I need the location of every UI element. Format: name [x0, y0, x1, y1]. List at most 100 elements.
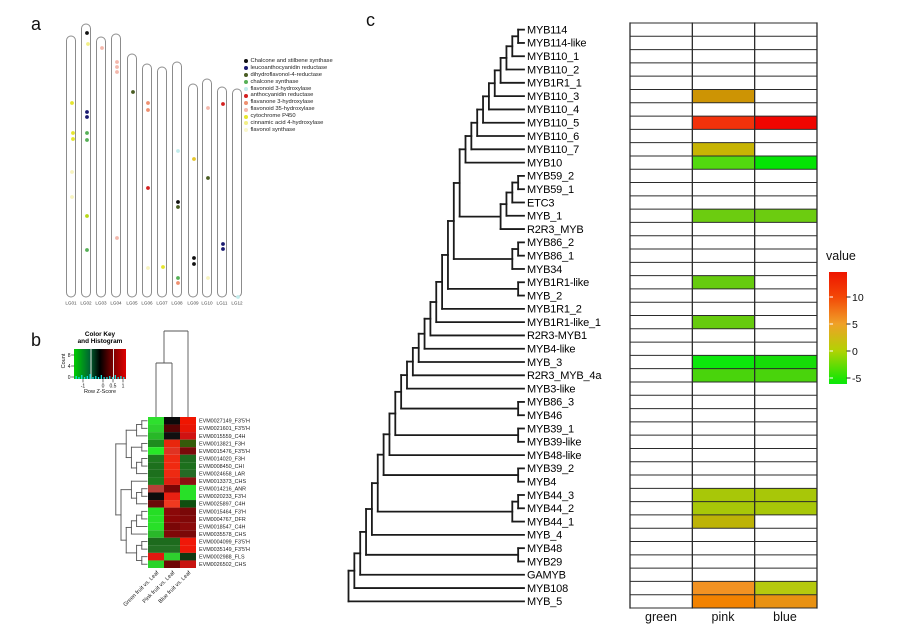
gene-dot [115, 60, 119, 64]
c-leaf-label: MYB110_1 [527, 51, 579, 63]
gene-dot [71, 131, 75, 135]
c-heatmap-cell-blue [754, 368, 817, 382]
panel-a-letter: a [31, 14, 42, 34]
c-leaf-label: MYB86_1 [527, 250, 574, 262]
c-heatmap-cell-pink [692, 355, 755, 369]
c-leaf-label: R2R3_MYB_4a [527, 370, 602, 382]
color-key-hist-bar [109, 376, 111, 379]
value-legend-tick-label: 10 [852, 292, 864, 304]
chromosome-LG04 [111, 33, 121, 298]
b-heatmap-cell [164, 522, 180, 531]
legend-label: dihydroflavonol-4-reductase [250, 71, 323, 78]
b-row-label: EVM0035578_CHS [199, 532, 246, 538]
color-key-hist-bar [92, 377, 94, 379]
c-heatmap-cell-pink [692, 514, 755, 529]
c-leaf-label: MYB86_3 [527, 397, 574, 409]
legend-swatch-icon [244, 107, 248, 112]
c-leaf-label: MYB_2 [527, 290, 562, 302]
c-leaf-label: MYB10 [527, 157, 562, 169]
b-heatmap-cell [164, 417, 180, 425]
heatmap-column-label-blue: blue [773, 610, 797, 624]
chromosome-label: LG08 [171, 301, 183, 306]
gene-dot [71, 137, 75, 141]
gene-dot [176, 205, 180, 209]
c-leaf-label: MYB110_3 [527, 91, 579, 103]
b-row-label: EVM0013821_F3H [199, 441, 245, 447]
b-row-label: EVM0026502_CHS [199, 562, 246, 568]
b-row-label: EVM0018547_C4H [199, 524, 246, 530]
b-heatmap-cell [180, 484, 196, 493]
chromosome-label: LG06 [141, 301, 153, 306]
chromosome-LG06 [142, 63, 152, 298]
c-leaf-label: MYB1R1_2 [527, 304, 582, 316]
b-heatmap-cell [148, 560, 164, 568]
b-row-label: EVM0025897_C4H [199, 502, 246, 508]
b-heatmap-cell [164, 500, 180, 508]
gene-dot [85, 131, 89, 135]
b-heatmap-cell [164, 484, 180, 493]
chromosome-LG03 [96, 36, 106, 298]
legend-swatch-icon [244, 100, 248, 105]
gene-dot [176, 281, 180, 285]
color-key-hist-bar [111, 377, 114, 379]
chromosome-label: LG02 [80, 301, 92, 306]
c-leaf-label: MYB4 [527, 476, 556, 488]
b-heatmap-cell [164, 454, 180, 463]
c-heatmap-cell-pink [692, 209, 755, 223]
c-leaf-label: MYB_4 [527, 530, 562, 542]
c-heatmap-cell-blue [754, 155, 817, 170]
color-key-hist-bar [89, 374, 91, 379]
color-key-ytick-label: 4 [68, 364, 71, 370]
c-heatmap-cell-blue [754, 594, 817, 608]
value-legend-tick-label: 0 [852, 346, 858, 358]
b-heatmap-cell [180, 537, 196, 546]
legend-swatch-icon [244, 73, 248, 78]
color-key-xtick-label: 0 [102, 384, 105, 390]
color-key-hist-bar [83, 377, 86, 379]
color-key-xtick-label: 1 [122, 384, 125, 390]
b-heatmap-cell [180, 439, 196, 448]
gene-dot [115, 236, 119, 240]
b-row-label: EVM0008450_CHI [199, 464, 244, 470]
c-leaf-label: MYB48-like [527, 450, 581, 462]
legend-label: flavonoid 35-hydroxylase [250, 106, 315, 113]
chromosome-LG09 [188, 83, 198, 298]
color-key-hist-bar [123, 377, 125, 379]
value-legend-tick-label: 5 [852, 319, 858, 331]
value-legend-inner-tick [829, 296, 833, 298]
c-heatmap-cell-pink [692, 368, 755, 382]
c-leaf-label: MYB29 [527, 556, 562, 568]
legend-label: flavonol synthase [250, 126, 296, 133]
b-heatmap-cell [180, 417, 196, 425]
c-leaf-label: R2R3_MYB [527, 224, 583, 236]
chromosome-label: LG03 [95, 301, 107, 306]
b-heatmap-cell [148, 515, 164, 523]
b-heatmap-cell [164, 545, 180, 553]
legend-item: anthocyanidin reductase [244, 92, 333, 99]
gene-dot [146, 186, 150, 190]
gene-dot [70, 195, 74, 199]
gene-dot [100, 46, 104, 50]
b-heatmap-cell [180, 500, 196, 508]
b-heatmap-cell [180, 492, 196, 501]
b-heatmap-cell [164, 469, 180, 478]
gene-dot [206, 106, 210, 110]
chromosome-label: LG12 [231, 301, 243, 306]
b-row-label: EVM0035149_F3'5'H [199, 547, 250, 553]
b-row-label: EVM0015464_F3'H [199, 509, 246, 515]
color-key-hist-bar [86, 376, 88, 379]
b-heatmap-cell [148, 537, 164, 546]
c-leaf-label: MYB3-like [527, 383, 575, 395]
c-leaf-label: MYB_5 [527, 596, 562, 608]
b-heatmap-cell [148, 500, 164, 508]
c-leaf-label: MYB110_6 [527, 131, 579, 143]
gene-dot [146, 101, 150, 105]
gene-dot [236, 295, 240, 299]
legend-swatch-icon [244, 80, 248, 85]
b-heatmap-cell [180, 545, 196, 553]
value-legend-bar [829, 272, 847, 384]
legend-label: cinnamic acid 4-hydroxylase [250, 120, 324, 127]
c-leaf-label: MYB44_1 [527, 516, 574, 528]
